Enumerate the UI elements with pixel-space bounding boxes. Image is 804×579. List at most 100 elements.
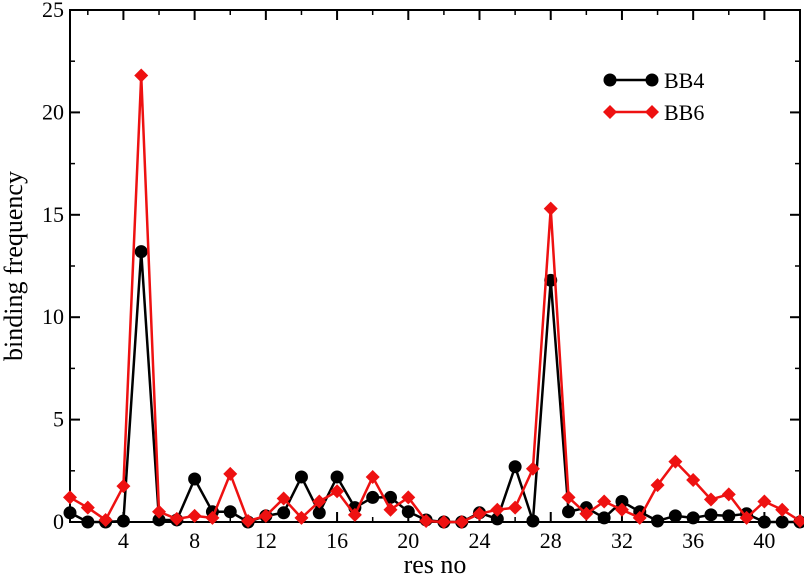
data-point-bb4 <box>188 472 202 486</box>
series-layer <box>63 68 804 529</box>
y-tick-label: 0 <box>53 509 64 534</box>
data-point-bb6 <box>543 201 558 216</box>
data-point-bb6 <box>490 502 505 517</box>
data-point-bb6 <box>152 504 167 519</box>
legend-label-bb6: BB6 <box>664 100 704 125</box>
x-tick-label: 20 <box>397 528 419 553</box>
data-point-bb6 <box>525 461 540 476</box>
y-tick-label: 25 <box>42 0 64 22</box>
data-point-bb6 <box>169 511 184 526</box>
data-point-bb4 <box>116 514 130 528</box>
data-point-bb6 <box>294 510 309 525</box>
data-point-bb6 <box>668 454 683 469</box>
data-point-bb4 <box>312 506 326 520</box>
data-point-bb6 <box>739 510 754 525</box>
data-point-bb6 <box>775 502 790 517</box>
data-point-bb6 <box>793 513 804 528</box>
data-point-bb4 <box>366 490 380 504</box>
data-point-bb4 <box>277 506 291 520</box>
x-tick-label: 24 <box>469 528 491 553</box>
x-tick-label: 12 <box>255 528 277 553</box>
data-point-bb6 <box>757 494 772 509</box>
data-point-bb4 <box>686 511 700 525</box>
data-point-bb4 <box>775 515 789 529</box>
data-point-bb4 <box>651 514 665 528</box>
data-point-bb4 <box>615 495 629 509</box>
data-point-bb6 <box>632 510 647 525</box>
x-axis-label: res no <box>404 550 467 579</box>
data-point-bb4 <box>134 245 148 259</box>
data-point-bb6 <box>650 478 665 493</box>
data-point-bb6 <box>579 506 594 521</box>
data-point-bb4 <box>63 506 77 520</box>
data-point-bb4 <box>401 505 415 519</box>
legend-marker-end <box>645 73 659 87</box>
data-point-bb6 <box>383 502 398 517</box>
legend-marker-end <box>645 105 659 119</box>
x-tick-label: 40 <box>753 528 775 553</box>
data-point-bb4 <box>152 513 166 527</box>
x-tick-label: 4 <box>118 528 129 553</box>
data-point-bb6 <box>703 492 718 507</box>
y-tick-label: 10 <box>42 304 64 329</box>
data-point-bb6 <box>223 466 238 481</box>
data-point-bb6 <box>187 508 202 523</box>
data-point-bb6 <box>686 473 701 488</box>
data-point-bb6 <box>472 506 487 521</box>
data-point-bb4 <box>562 505 576 519</box>
x-axis: 4 8 12 16 20 24 28 32 36 40 <box>87 10 775 553</box>
data-point-bb6 <box>561 490 576 505</box>
series-line-bb6 <box>69 74 801 524</box>
data-point-bb6 <box>330 484 345 499</box>
data-point-bb6 <box>365 469 380 484</box>
y-tick-label: 5 <box>53 407 64 432</box>
data-point-bb4 <box>490 512 504 526</box>
legend-marker-start <box>603 73 617 87</box>
data-point-bb6 <box>454 515 469 529</box>
data-point-bb4 <box>223 505 237 519</box>
data-point-bb6 <box>116 479 131 494</box>
x-tick-label: 28 <box>540 528 562 553</box>
y-axis-label: binding frequency <box>0 171 28 361</box>
data-point-bb6 <box>597 494 612 509</box>
data-point-bb4 <box>757 515 771 529</box>
data-point-bb6 <box>80 500 95 515</box>
y-tick-label: 15 <box>42 202 64 227</box>
data-point-bb4 <box>597 511 611 525</box>
x-tick-label: 8 <box>189 528 200 553</box>
data-point-bb6 <box>63 490 77 505</box>
data-point-bb6 <box>419 513 434 528</box>
data-point-bb4 <box>526 514 540 528</box>
data-point-bb6 <box>347 507 362 522</box>
data-point-bb4 <box>383 490 397 504</box>
data-point-bb6 <box>134 68 149 83</box>
data-point-bb6 <box>241 513 256 528</box>
series-bb6 <box>63 68 804 529</box>
x-tick-label: 36 <box>682 528 704 553</box>
data-point-bb4 <box>294 470 308 484</box>
data-point-bb6 <box>721 487 736 502</box>
data-point-bb6 <box>258 508 273 523</box>
data-point-bb6 <box>401 490 416 505</box>
data-point-bb4 <box>704 508 718 522</box>
x-tick-label: 32 <box>611 528 633 553</box>
data-point-bb6 <box>436 515 451 529</box>
data-point-bb6 <box>205 510 220 525</box>
y-tick-label: 20 <box>42 99 64 124</box>
y-axis: 0 5 10 15 20 25 <box>42 0 800 534</box>
legend-marker-start <box>603 105 617 119</box>
data-point-bb6 <box>276 491 291 506</box>
data-point-bb6 <box>614 502 629 517</box>
data-point-bb6 <box>98 512 113 527</box>
legend-label-bb4: BB4 <box>664 68 704 93</box>
data-point-bb6 <box>312 494 327 509</box>
data-point-bb6 <box>508 500 523 515</box>
data-point-bb4 <box>508 460 522 474</box>
data-point-bb4 <box>668 509 682 523</box>
data-point-bb4 <box>722 509 736 523</box>
x-tick-label: 16 <box>326 528 348 553</box>
data-point-bb4 <box>330 470 344 484</box>
data-point-bb4 <box>81 515 95 529</box>
